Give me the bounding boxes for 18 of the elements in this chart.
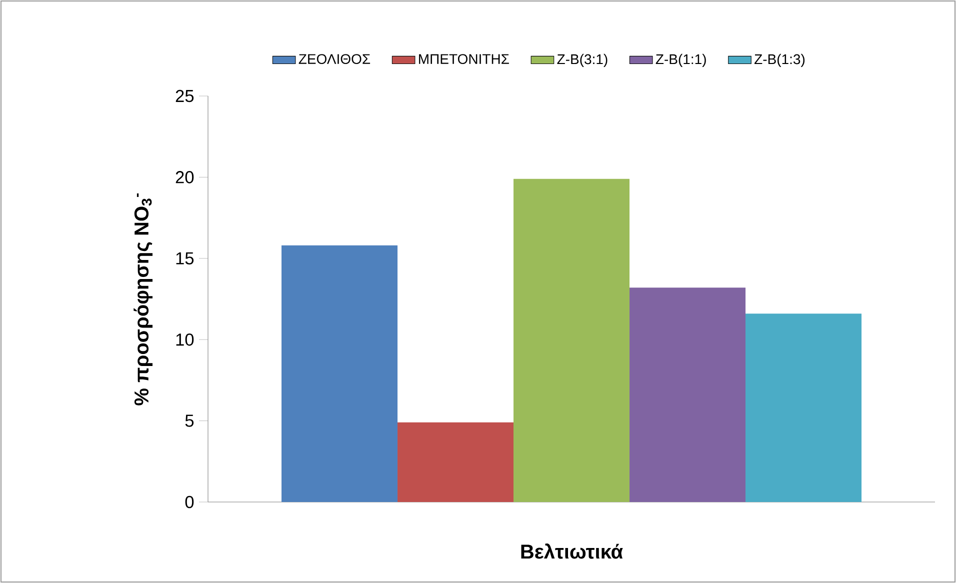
legend-label: ΖΕΟΛΙΘΟΣ — [298, 54, 370, 64]
bar — [746, 314, 862, 502]
y-tick-label: 5 — [185, 414, 194, 427]
legend-label: Z-B(1:1) — [656, 54, 706, 67]
legend-label: ΜΠΕΤΟΝΙΤΗΣ — [419, 54, 509, 64]
y-tick-label: 0 — [185, 496, 194, 508]
y-tick-label: 15 — [176, 252, 194, 264]
bar — [398, 422, 514, 502]
legend-label: Z-B(1:3) — [754, 54, 805, 67]
y-tick-label: 10 — [176, 333, 194, 346]
y-tick-label: 25 — [176, 90, 194, 102]
y-tick-label: 20 — [176, 171, 194, 184]
bar — [282, 245, 398, 502]
x-axis-title: Βελτιωτικά — [521, 544, 623, 559]
y-axis-title: % προσρόφησης NO$_{3}$- — [134, 193, 153, 406]
legend-label: Z-B(3:1) — [557, 54, 608, 67]
bar — [514, 178, 630, 502]
bar — [630, 288, 746, 502]
